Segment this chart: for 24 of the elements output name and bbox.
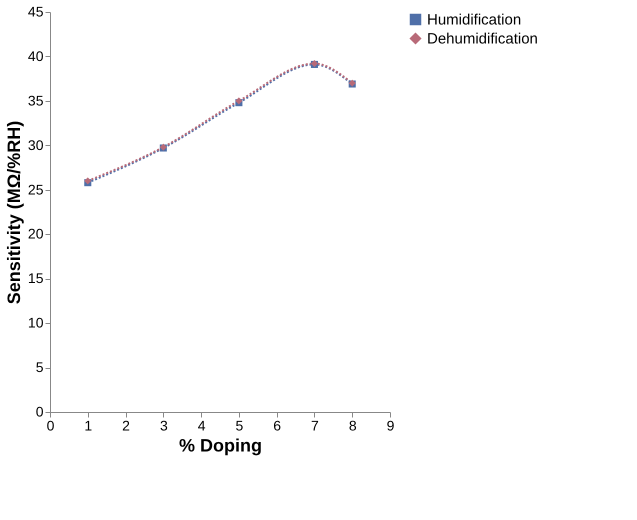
- x-tick-label: 8: [348, 418, 357, 434]
- x-tick-label: 6: [273, 418, 282, 434]
- y-tick-label: 35: [28, 92, 44, 108]
- x-tick-label: 9: [386, 418, 395, 434]
- y-tick-label: 30: [28, 136, 44, 153]
- x-tick-label: 1: [84, 418, 92, 434]
- x-tick-label: 3: [160, 418, 168, 434]
- y-tick-label: 20: [28, 226, 44, 242]
- x-axis-title: % Doping: [179, 436, 262, 456]
- y-tick-label: 5: [36, 359, 44, 376]
- y-tick-label: 25: [28, 181, 44, 198]
- x-tick-label: 2: [122, 418, 130, 434]
- y-tick-label: 0: [36, 404, 44, 420]
- x-tick-label: 5: [235, 418, 244, 434]
- y-tick-label: 15: [28, 270, 44, 286]
- legend-label: Humidification: [427, 12, 522, 28]
- y-tick-label: 45: [28, 4, 44, 20]
- y-tick-label: 10: [28, 314, 44, 331]
- x-tick-label: 4: [198, 418, 206, 434]
- x-tick-label: 0: [46, 418, 55, 434]
- legend-label: Dehumidification: [427, 30, 538, 48]
- x-tick-label: 7: [311, 418, 320, 434]
- y-axis-title: Sensitivity (MΩ/%RH): [4, 120, 24, 304]
- y-tick-label: 40: [28, 48, 44, 64]
